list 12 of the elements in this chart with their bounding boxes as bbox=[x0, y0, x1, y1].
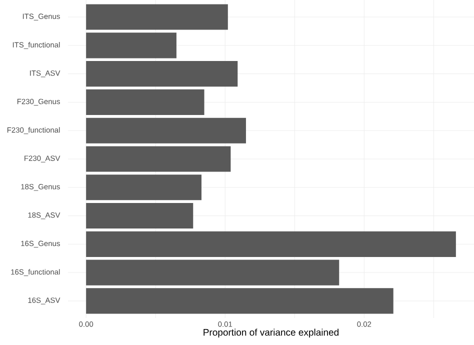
bar bbox=[86, 288, 394, 314]
bar bbox=[86, 146, 231, 172]
bar bbox=[86, 89, 204, 115]
bar bbox=[86, 4, 228, 30]
bar bbox=[86, 231, 456, 257]
bar bbox=[86, 118, 246, 144]
bar bbox=[86, 174, 202, 200]
x-axis-title: Proportion of variance explained bbox=[204, 328, 338, 338]
bar bbox=[86, 32, 176, 58]
bar bbox=[86, 61, 238, 87]
bar bbox=[86, 260, 340, 286]
bar bbox=[86, 203, 194, 229]
